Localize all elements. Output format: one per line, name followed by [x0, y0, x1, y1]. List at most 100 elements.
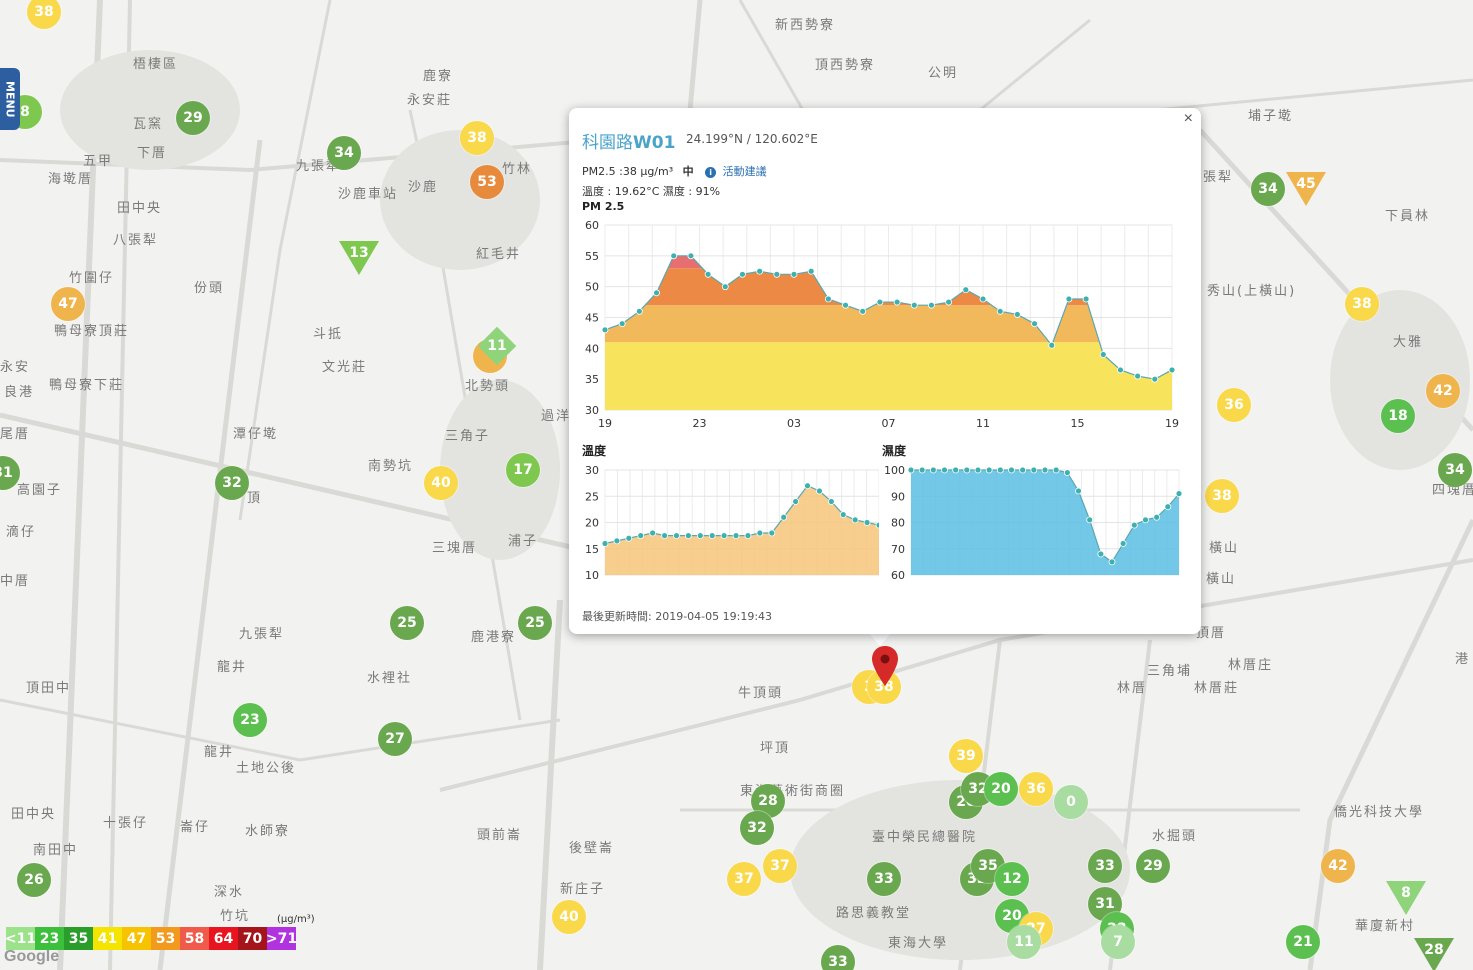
aqi-marker[interactable]: 37 — [727, 862, 761, 896]
aqi-marker[interactable]: 33 — [1088, 849, 1122, 883]
aqi-marker[interactable]: 28 — [751, 784, 785, 818]
aqi-marker[interactable]: 25 — [390, 606, 424, 640]
aqi-marker[interactable]: 23 — [233, 703, 267, 737]
station-name: 科園路W01 — [582, 128, 675, 153]
aqi-marker[interactable]: 0 — [1054, 785, 1088, 819]
aqi-marker[interactable]: 36 — [1019, 772, 1053, 806]
activity-advice-link[interactable]: 活動建議 — [722, 165, 767, 178]
y-tick-label: 80 — [891, 517, 905, 530]
y-tick-label: 15 — [585, 543, 599, 556]
aqi-marker[interactable]: 13 — [339, 241, 379, 275]
data-point — [661, 532, 668, 540]
data-point — [792, 498, 800, 505]
place-label: 坪頂 — [760, 741, 791, 756]
place-label: 九張犁 — [296, 159, 342, 174]
x-tick-label: 23 — [693, 417, 707, 430]
y-tick-label: 70 — [891, 543, 905, 556]
aqi-marker[interactable]: 28 — [1414, 938, 1454, 970]
humidity-chart-title: 濕度 — [882, 444, 907, 458]
place-label: 竹圍仔 — [69, 271, 115, 286]
data-point — [1142, 516, 1149, 524]
data-point — [756, 529, 764, 537]
aqi-marker[interactable]: 33 — [867, 862, 901, 896]
aqi-marker[interactable]: 27 — [378, 722, 412, 756]
aqi-marker[interactable]: 39 — [949, 739, 983, 773]
data-point — [613, 537, 621, 545]
place-label: 公明 — [928, 66, 959, 81]
data-point — [1168, 366, 1176, 374]
data-point — [863, 519, 871, 526]
legend-cell: 47 — [122, 927, 151, 950]
aqi-marker[interactable]: 53 — [470, 165, 504, 199]
aqi-marker[interactable]: 45 — [1286, 172, 1326, 206]
place-label: 潭仔墘 — [233, 427, 279, 442]
aqi-marker[interactable]: 17 — [506, 453, 540, 487]
aqi-marker[interactable]: 42 — [1321, 849, 1355, 883]
aqi-marker[interactable]: 29 — [1136, 849, 1170, 883]
area-band — [605, 342, 1172, 410]
aqi-marker[interactable]: 38 — [460, 121, 494, 155]
data-point — [928, 301, 935, 309]
aqi-marker[interactable]: 25 — [518, 606, 552, 640]
aqi-marker[interactable]: 29 — [176, 101, 210, 135]
close-icon[interactable]: × — [1183, 110, 1193, 127]
place-label: 林厝莊 — [1194, 681, 1240, 696]
aqi-marker[interactable]: 20 — [984, 772, 1018, 806]
data-point — [1119, 540, 1127, 547]
x-tick-label: 19 — [598, 417, 612, 430]
aqi-marker[interactable]: 38 — [1345, 287, 1379, 321]
data-point — [875, 521, 879, 529]
station-popup: × 科園路W01 24.199°N / 120.602°E PM2.5 :38 … — [569, 108, 1201, 634]
place-label: 高園子 — [17, 483, 63, 498]
aqi-marker[interactable]: 7 — [1101, 925, 1135, 959]
aqi-marker[interactable]: 32 — [740, 811, 774, 845]
aqi-marker[interactable]: 36 — [1217, 388, 1251, 422]
y-tick-label: 40 — [585, 342, 599, 355]
aqi-marker[interactable]: 40 — [552, 900, 586, 934]
aqi-marker[interactable]: 18 — [1381, 399, 1415, 433]
aqi-marker[interactable]: 11 — [477, 326, 517, 366]
place-label: 北勢頭 — [465, 379, 511, 394]
info-icon[interactable]: i — [705, 167, 717, 178]
location-pin-icon[interactable] — [872, 646, 898, 686]
aqi-marker[interactable]: 38 — [27, 0, 61, 29]
aqi-marker[interactable]: 32 — [215, 466, 249, 500]
aqi-marker[interactable]: 26 — [17, 863, 51, 897]
aqi-marker[interactable]: 38 — [1205, 479, 1239, 513]
data-point — [1130, 521, 1138, 529]
place-label: 頂西勢寮 — [815, 58, 876, 73]
data-point — [1041, 466, 1049, 474]
aqi-marker[interactable]: 34 — [327, 136, 361, 170]
aqi-marker[interactable]: 31 — [0, 456, 20, 490]
aqi-marker[interactable]: 21 — [1286, 925, 1320, 959]
place-label: 水裡社 — [367, 671, 413, 686]
aqi-marker[interactable]: 47 — [51, 287, 85, 321]
y-tick-label: 60 — [891, 569, 905, 582]
place-label: 頂 — [247, 491, 263, 506]
aqi-marker[interactable]: 8 — [1386, 881, 1426, 915]
legend-cell: 41 — [93, 927, 122, 950]
place-label: 浦子 — [508, 534, 539, 549]
aqi-marker[interactable]: 37 — [763, 849, 797, 883]
aqi-marker[interactable]: 40 — [424, 466, 458, 500]
aqi-marker[interactable]: 42 — [1426, 374, 1460, 408]
data-point — [929, 466, 937, 474]
place-label: 十張仔 — [103, 816, 149, 831]
aqi-marker[interactable]: 11 — [1007, 925, 1041, 959]
place-label: 文光莊 — [322, 360, 368, 375]
aqi-marker[interactable]: 34 — [1438, 453, 1472, 487]
humidity-chart: 60 70 80 90 100 — [884, 464, 1183, 582]
menu-button[interactable]: MENU — [0, 68, 20, 130]
legend-cell: 35 — [64, 927, 93, 950]
data-point — [601, 540, 609, 547]
place-label: 鴨母寮下莊 — [49, 378, 125, 393]
aqi-marker[interactable]: 34 — [1251, 172, 1285, 206]
place-label: 龍井 — [217, 660, 248, 675]
aqi-marker[interactable]: 12 — [995, 862, 1029, 896]
place-label: 頭前崙 — [477, 828, 523, 843]
last-updated: 最後更新時間: 2019-04-05 19:19:43 — [582, 610, 773, 623]
aqi-marker[interactable]: 33 — [821, 945, 855, 970]
place-label: 永安莊 — [407, 93, 453, 108]
place-label: 埔子墘 — [1248, 109, 1294, 124]
data-point — [704, 270, 712, 278]
